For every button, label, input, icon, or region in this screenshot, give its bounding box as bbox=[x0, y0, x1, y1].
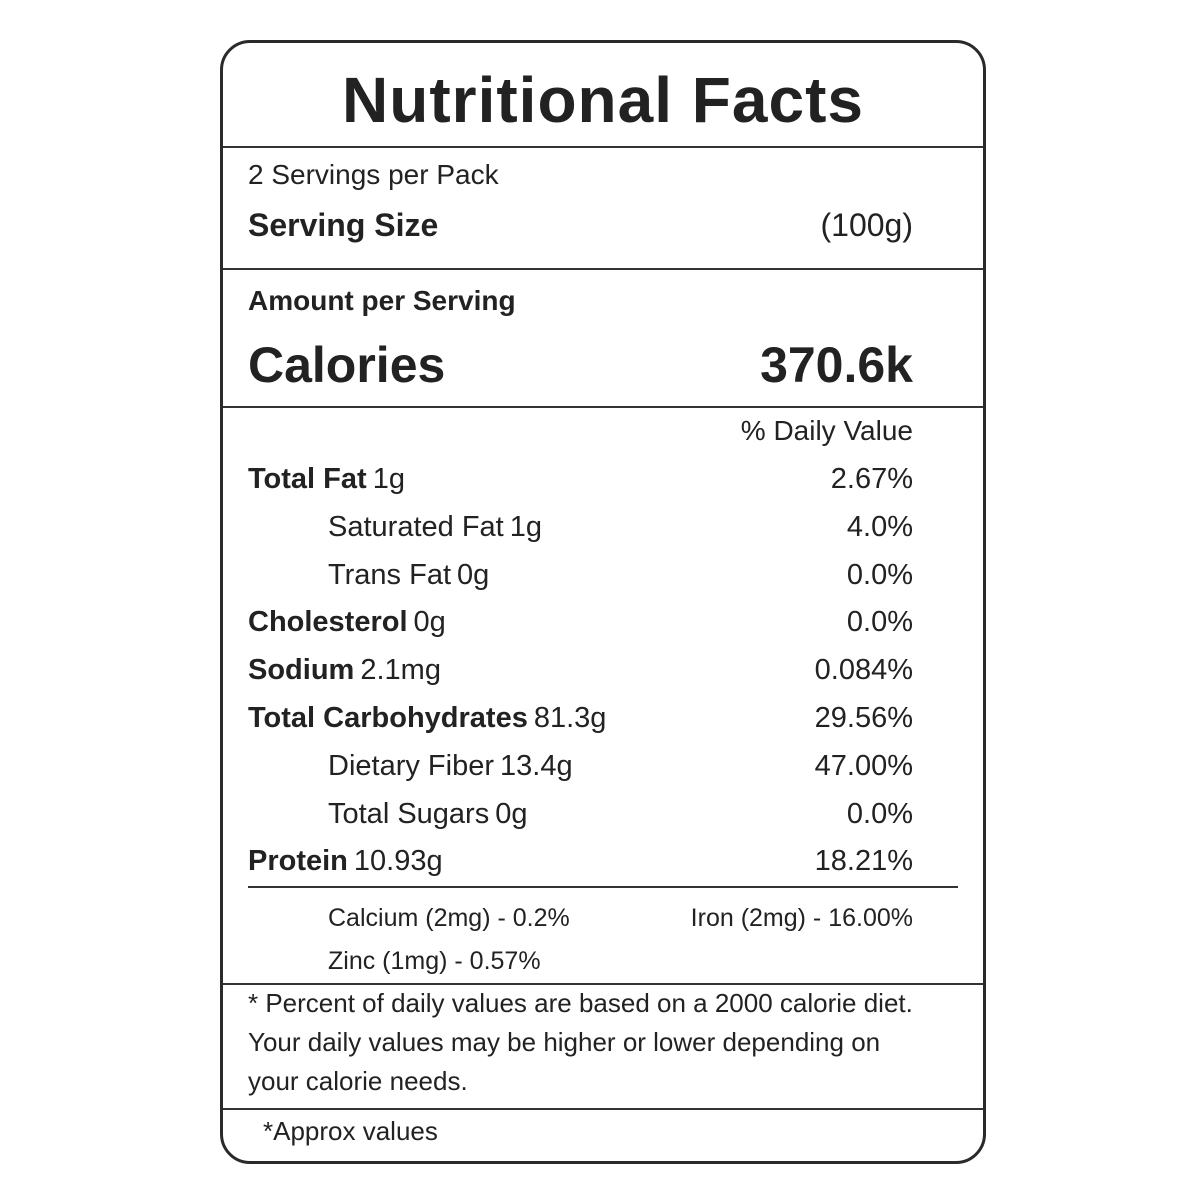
nutrient-amount: 2.1mg bbox=[360, 654, 441, 687]
nutrient-amount: 0g bbox=[413, 606, 446, 639]
daily-value: 0.0% bbox=[846, 606, 913, 639]
nutrient-name: Total Sugars bbox=[328, 797, 490, 830]
daily-value-heading: % Daily Value bbox=[740, 415, 913, 446]
nutrient-name-amount: Total Sugars 0g bbox=[328, 794, 527, 834]
nutrient-amount: 0g bbox=[457, 558, 490, 591]
nutrient-name: Cholesterol bbox=[248, 606, 408, 639]
nutrient-name-amount: Total Carbohydrates 81.3g bbox=[248, 698, 606, 738]
nutrient-amount: 0g bbox=[495, 797, 528, 830]
divider bbox=[223, 1108, 983, 1110]
serving-size-label: Serving Size bbox=[248, 207, 439, 243]
nutrient-name-amount: Trans Fat 0g bbox=[328, 555, 489, 595]
nutrient-name: Total Fat bbox=[248, 463, 367, 495]
daily-value: 18.21% bbox=[814, 845, 913, 878]
nutrient-name-amount: Total Fat 1g bbox=[248, 459, 405, 499]
mineral: Iron (2mg) - 16.00% bbox=[690, 904, 913, 932]
nutrient-name-amount: Sodium 2.1mg bbox=[248, 650, 441, 690]
calories-value: 370.6k bbox=[760, 337, 913, 393]
nutrient-name: Protein bbox=[248, 845, 348, 878]
amount-heading: Amount per Serving bbox=[248, 285, 516, 316]
daily-value: 47.00% bbox=[814, 749, 913, 782]
footnote-line: * Percent of daily values are based on a… bbox=[248, 988, 913, 1018]
nutrient-name: Sodium bbox=[248, 654, 355, 687]
daily-value: 29.56% bbox=[814, 702, 913, 734]
daily-value: 4.0% bbox=[846, 510, 913, 543]
nutrient-name: Dietary Fiber bbox=[328, 749, 494, 782]
title: Nutritional Facts bbox=[342, 64, 864, 136]
nutrient-name-amount: Saturated Fat 1g bbox=[328, 507, 542, 547]
nutrient-name-amount: Dietary Fiber 13.4g bbox=[328, 746, 573, 786]
mineral: Calcium (2mg) - 0.2% bbox=[328, 904, 570, 932]
servings-per-pack: 2 Servings per Pack bbox=[248, 159, 499, 190]
calories-label: Calories bbox=[248, 337, 446, 393]
divider bbox=[223, 268, 983, 270]
nutrient-name: Total Carbohydrates bbox=[248, 702, 528, 734]
divider bbox=[223, 146, 983, 148]
nutrient-amount: 1g bbox=[372, 463, 405, 495]
daily-value: 2.67% bbox=[830, 463, 913, 495]
nutrient-amount: 1g bbox=[509, 510, 542, 543]
approx-note: *Approx values bbox=[263, 1116, 438, 1146]
daily-value: 0.0% bbox=[846, 558, 913, 591]
nutrient-name: Trans Fat bbox=[328, 558, 452, 591]
nutrient-amount: 81.3g bbox=[533, 702, 607, 734]
nutrient-name: Saturated Fat bbox=[328, 510, 504, 543]
divider bbox=[248, 886, 958, 888]
daily-value: 0.0% bbox=[846, 797, 913, 830]
footnote-line: Your daily values may be higher or lower… bbox=[248, 1027, 881, 1057]
divider bbox=[223, 406, 983, 408]
nutrient-amount: 10.93g bbox=[353, 845, 443, 878]
mineral: Zinc (1mg) - 0.57% bbox=[328, 947, 541, 975]
nutrient-name-amount: Protein 10.93g bbox=[248, 841, 443, 881]
footnote-line: your calorie needs. bbox=[248, 1066, 468, 1096]
nutrient-name-amount: Cholesterol 0g bbox=[248, 602, 446, 642]
serving-size-value: (100g) bbox=[820, 207, 914, 243]
daily-value: 0.084% bbox=[814, 654, 913, 687]
nutrition-label: Nutritional Facts 2 Servings per Pack Se… bbox=[220, 40, 986, 1164]
divider bbox=[223, 983, 983, 985]
nutrient-amount: 13.4g bbox=[500, 749, 573, 782]
